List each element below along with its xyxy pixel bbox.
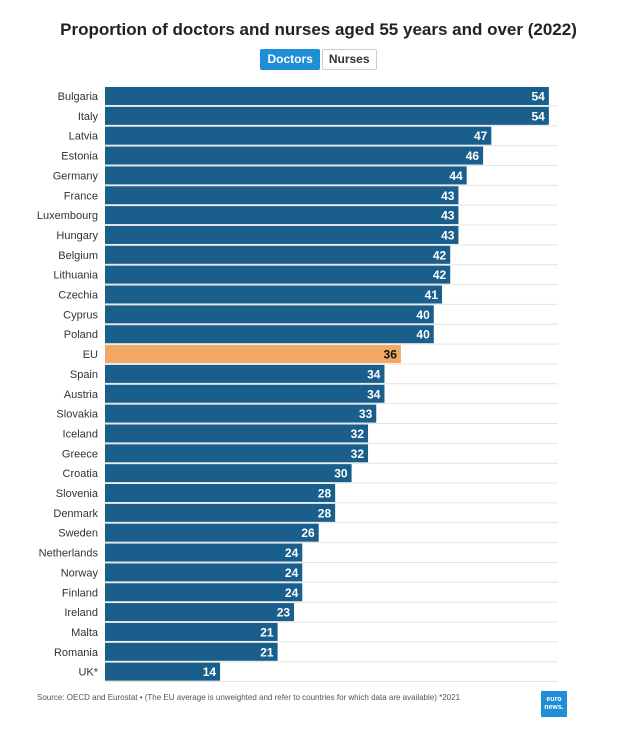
value-label: 33 (359, 407, 373, 421)
value-label: 28 (318, 487, 332, 501)
category-label: Norway (61, 567, 99, 579)
bar-finland (105, 583, 303, 602)
value-label: 43 (441, 189, 455, 203)
bar-czechia (105, 285, 443, 304)
value-label: 43 (441, 228, 455, 242)
bar-croatia (105, 464, 352, 483)
category-label: Finland (62, 587, 98, 599)
value-label: 24 (285, 586, 299, 600)
bar-italy (105, 106, 549, 125)
category-label: Luxembourg (37, 210, 98, 222)
bar-sweden (105, 523, 319, 542)
category-label: Bulgaria (58, 91, 99, 103)
tab-bar: Doctors Nurses (0, 49, 637, 70)
value-label: 34 (367, 367, 381, 381)
value-label: 41 (425, 288, 439, 302)
value-label: 54 (532, 109, 546, 123)
category-label: UK* (78, 667, 98, 679)
category-label: Sweden (58, 528, 98, 540)
category-label: Iceland (63, 428, 98, 440)
category-label: Slovenia (56, 488, 99, 500)
bar-hungary (105, 225, 459, 244)
bar-iceland (105, 424, 369, 443)
category-label: Czechia (58, 290, 99, 302)
value-label: 28 (318, 506, 332, 520)
bar-poland (105, 325, 434, 344)
category-label: Malta (71, 627, 99, 639)
bar-latvia (105, 126, 492, 145)
bar-austria (105, 384, 385, 403)
category-label: Spain (70, 369, 98, 381)
category-label: Cyprus (63, 309, 98, 321)
bar-estonia (105, 146, 484, 165)
category-label: Romania (54, 647, 99, 659)
category-label: Croatia (63, 468, 99, 480)
bar-norway (105, 563, 303, 582)
bar-netherlands (105, 543, 303, 562)
category-label: Poland (64, 329, 98, 341)
bar-france (105, 186, 459, 205)
category-label: Estonia (61, 151, 99, 163)
bar-romania (105, 642, 278, 661)
category-label: Lithuania (53, 270, 99, 282)
value-label: 40 (416, 308, 430, 322)
bar-spain (105, 364, 385, 383)
value-label: 14 (203, 665, 217, 679)
tab-doctors[interactable]: Doctors (260, 49, 320, 70)
value-label: 26 (301, 526, 315, 540)
value-label: 30 (334, 467, 348, 481)
value-label: 32 (351, 447, 365, 461)
value-label: 36 (384, 348, 398, 362)
bar-denmark (105, 503, 336, 522)
value-label: 42 (433, 248, 447, 262)
bar-eu (105, 345, 401, 364)
value-label: 32 (351, 427, 365, 441)
category-label: Latvia (69, 131, 99, 143)
value-label: 21 (260, 625, 274, 639)
bar-slovenia (105, 484, 336, 502)
category-label: Germany (53, 170, 99, 182)
category-label: Austria (64, 389, 99, 401)
value-label: 42 (433, 268, 447, 282)
category-label: Greece (62, 448, 98, 460)
value-label: 43 (441, 209, 455, 223)
bar-uk (105, 662, 221, 681)
euronews-logo: euro news. (541, 691, 567, 717)
bar-germany (105, 166, 467, 185)
value-label: 46 (466, 149, 480, 163)
value-label: 34 (367, 387, 381, 401)
value-label: 23 (277, 606, 291, 620)
value-label: 24 (285, 566, 299, 580)
bar-belgium (105, 245, 451, 264)
bar-slovakia (105, 404, 377, 423)
value-label: 21 (260, 645, 274, 659)
bar-ireland (105, 603, 295, 622)
chart-title: Proportion of doctors and nurses aged 55… (60, 20, 577, 39)
category-label: Netherlands (39, 548, 99, 560)
value-label: 54 (532, 90, 546, 104)
category-label: Denmark (53, 508, 98, 520)
tab-nurses[interactable]: Nurses (321, 49, 377, 70)
category-label: Hungary (56, 230, 98, 242)
value-label: 40 (416, 328, 430, 342)
category-label: Italy (78, 111, 99, 123)
bar-malta (105, 622, 278, 641)
value-label: 24 (285, 546, 299, 560)
value-label: 44 (449, 169, 463, 183)
category-label: Slovakia (56, 409, 98, 421)
category-label: Ireland (64, 607, 98, 619)
bar-luxembourg (105, 206, 459, 225)
category-label: France (64, 190, 98, 202)
bar-lithuania (105, 265, 451, 284)
category-label: EU (83, 349, 98, 361)
value-label: 47 (474, 129, 488, 143)
bar-greece (105, 444, 369, 463)
bar-bulgaria (105, 87, 549, 105)
category-label: Belgium (58, 250, 98, 262)
source-note: Source: OECD and Eurostat • (The EU aver… (37, 693, 461, 702)
bar-cyprus (105, 305, 434, 324)
